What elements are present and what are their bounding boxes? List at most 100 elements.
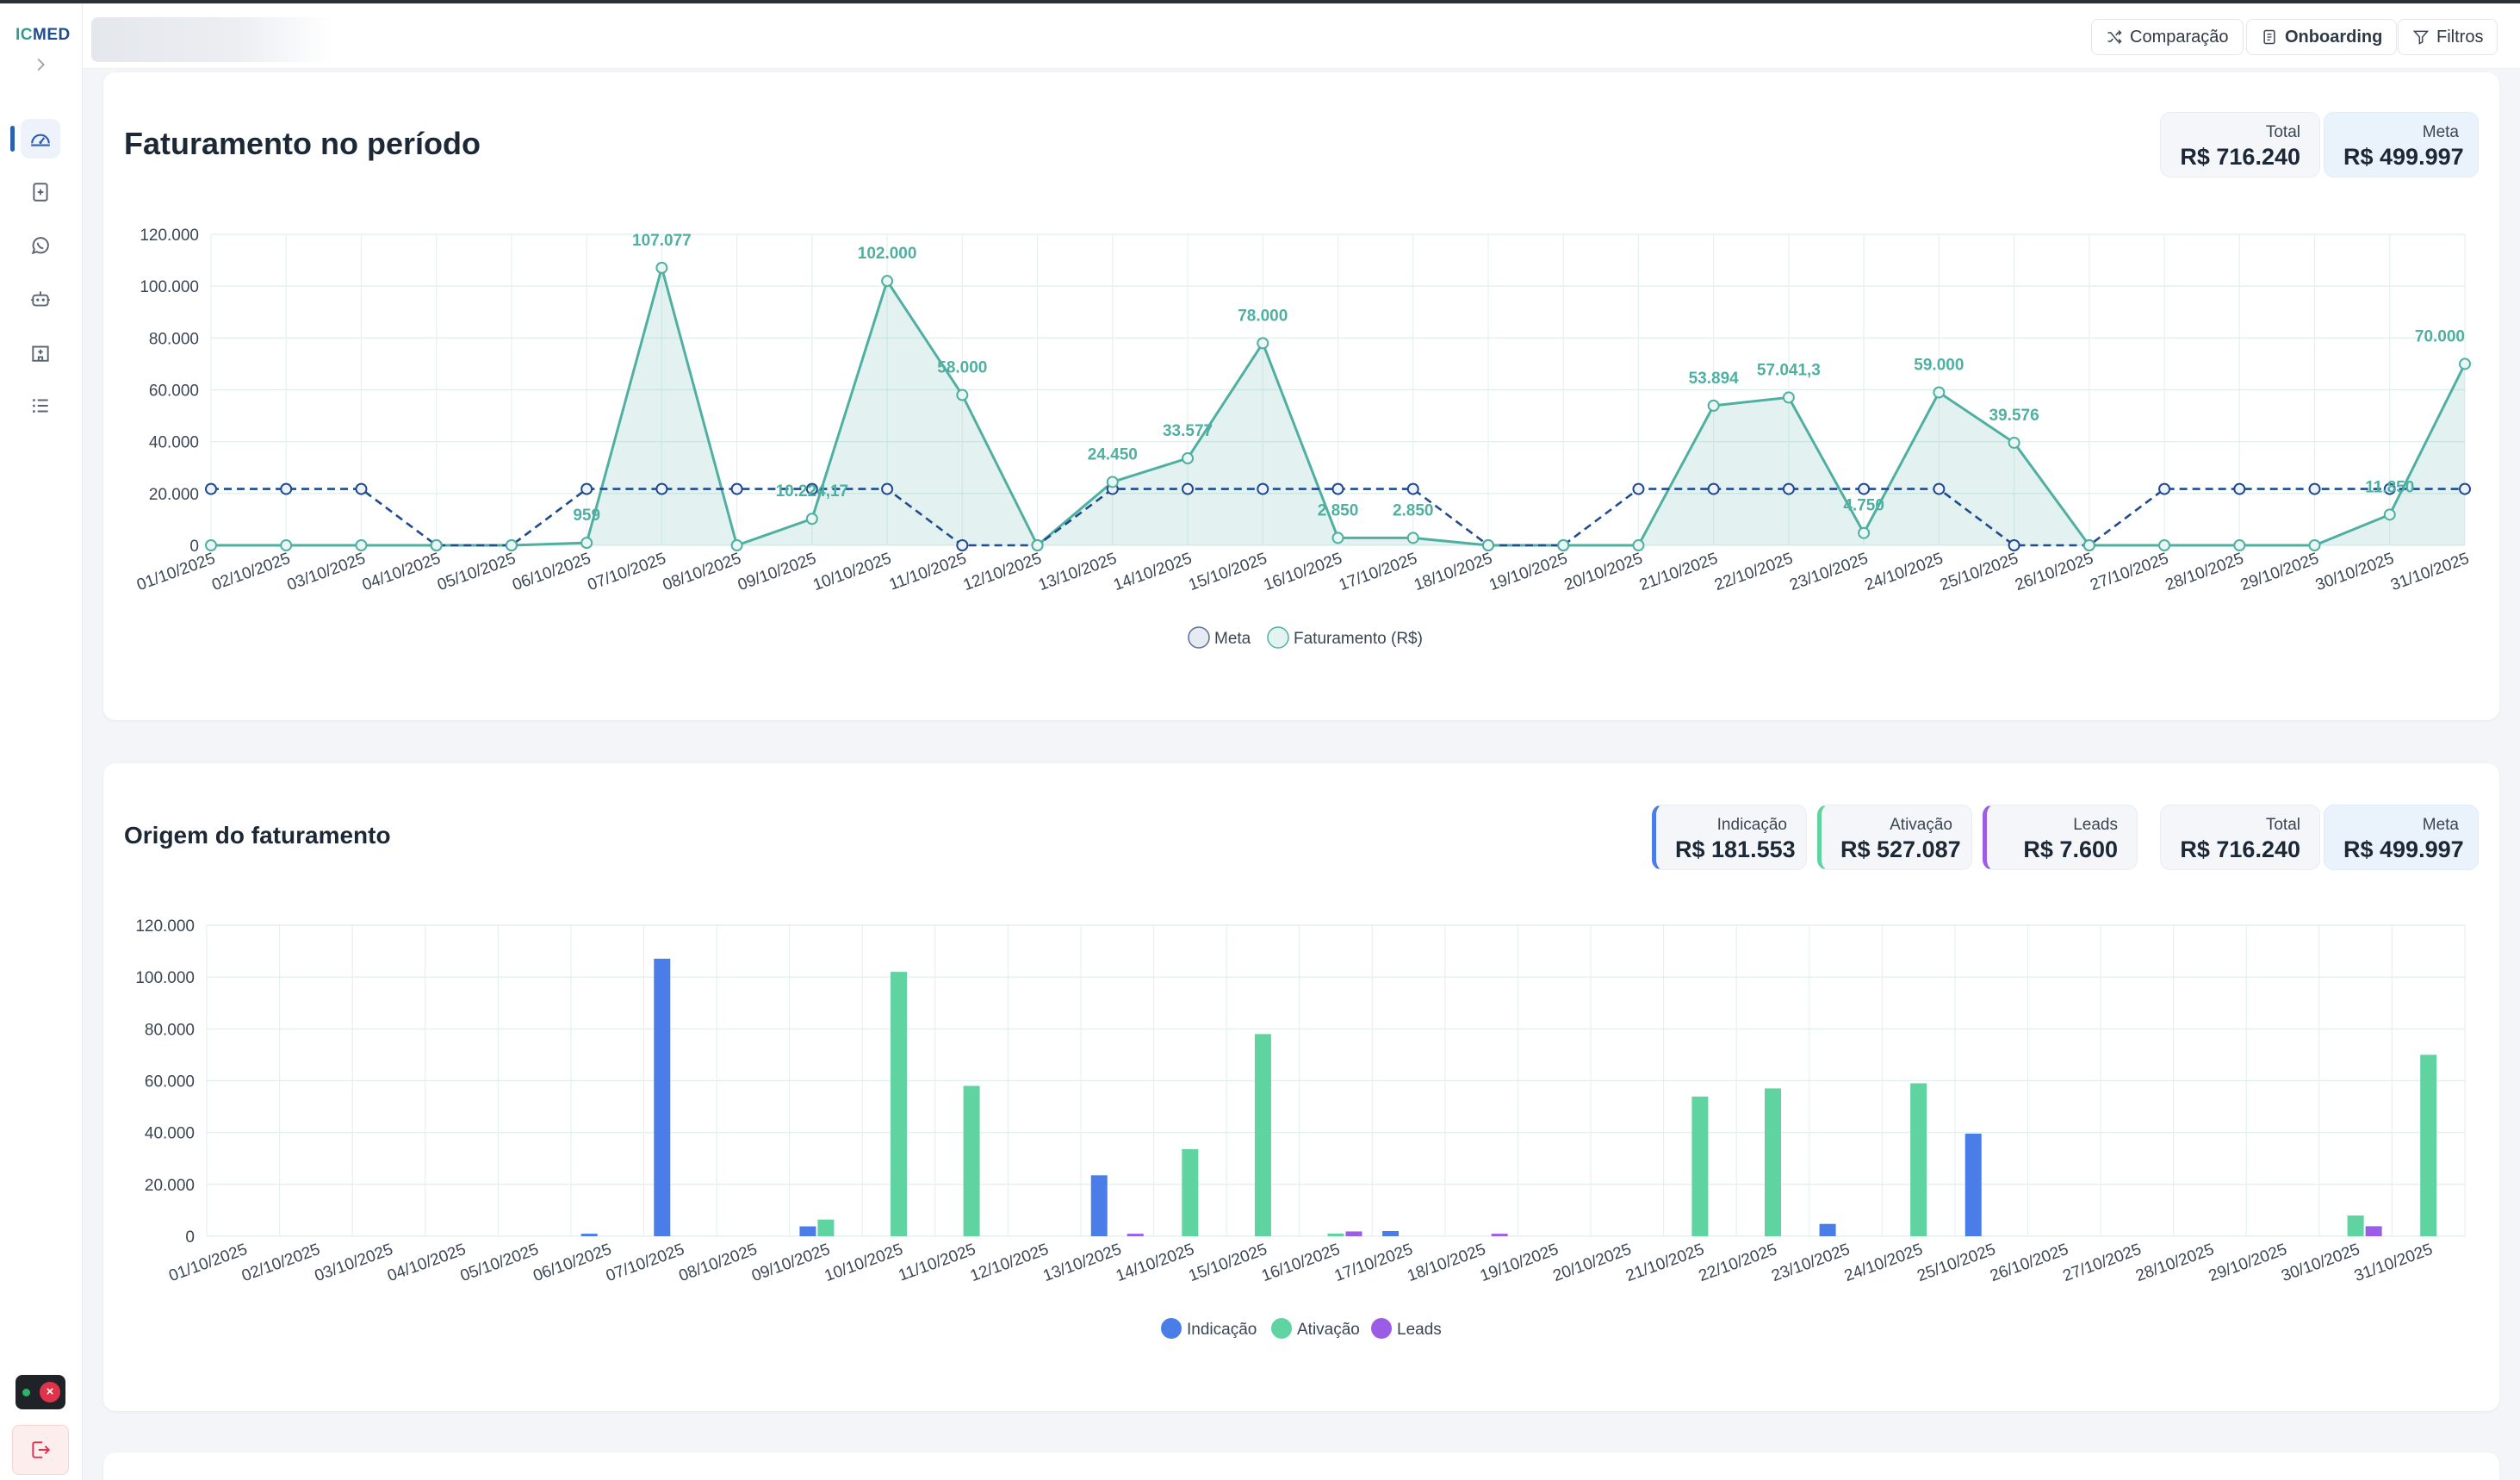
faturamento-point	[881, 275, 894, 288]
connection-status-widget[interactable]: ×	[16, 1375, 65, 1409]
faturamento-line-chart: 0 20.000 40.000 60.000 80.000 100.000 120.000 0…	[134, 227, 2472, 649]
meta-point	[956, 539, 969, 551]
x-tick-label: 01/10/2025	[166, 1241, 250, 1285]
y-tick-label: 60.000	[145, 1073, 195, 1091]
page-title: Faturamento no período	[124, 126, 481, 161]
faturamento-point	[2008, 436, 2020, 449]
legend-label: Meta	[1214, 630, 1251, 648]
logo[interactable]: ICMED	[16, 26, 71, 44]
x-tick-label: 04/10/2025	[385, 1241, 469, 1285]
bar-ativacao	[817, 1219, 835, 1236]
nav-documents[interactable]	[21, 172, 60, 212]
meta-point	[580, 482, 593, 495]
x-tick-label: 21/10/2025	[1637, 550, 1721, 594]
data-label: 107.077	[632, 232, 692, 250]
data-label: 11.850	[2365, 478, 2414, 496]
x-tick-label: 23/10/2025	[1769, 1241, 1853, 1285]
x-tick-label: 08/10/2025	[661, 550, 744, 594]
x-tick-label: 12/10/2025	[961, 550, 1045, 594]
faturamento-point	[2383, 508, 2396, 521]
faturamento-point	[580, 537, 593, 550]
bar-ativacao	[1910, 1083, 1927, 1236]
bar-ativacao	[891, 972, 908, 1236]
bar-ativacao	[963, 1085, 980, 1236]
bar-ativacao	[2347, 1215, 2364, 1236]
expand-sidebar-icon[interactable]	[31, 55, 50, 74]
x-tick-label: 15/10/2025	[1187, 1241, 1270, 1285]
faturamento-point	[1481, 539, 1494, 551]
data-label: 2.850	[1393, 501, 1434, 519]
filter-icon	[2412, 30, 2430, 45]
x-tick-label: 03/10/2025	[313, 1241, 396, 1285]
whatsapp-icon	[31, 237, 49, 255]
bar-leads	[1127, 1234, 1144, 1236]
meta-point	[655, 482, 668, 495]
faturamento-point	[2082, 539, 2095, 551]
legend-swatch	[1371, 1318, 1392, 1339]
meta-point	[2233, 482, 2246, 495]
faturamento-point	[2158, 539, 2171, 551]
bar-leads	[1345, 1231, 1362, 1236]
x-tick-label: 11/10/2025	[887, 550, 969, 594]
data-label: 78.000	[1238, 307, 1288, 325]
data-label: 4.750	[1843, 497, 1884, 515]
y-tick-label: 60.000	[149, 382, 199, 401]
faturamento-point	[1031, 539, 1044, 551]
nav-whatsapp[interactable]	[21, 226, 60, 265]
close-icon[interactable]: ×	[40, 1382, 60, 1402]
data-label: 58.000	[937, 359, 987, 377]
kpi-total: Total R$ 716.240	[2160, 805, 2320, 870]
kpi-meta: Meta R$ 499.997	[2324, 112, 2479, 177]
meta-point	[1632, 482, 1645, 495]
onboarding-button[interactable]: Onboarding	[2246, 19, 2398, 55]
faturamento-point	[1257, 337, 1269, 350]
hospital-icon	[32, 345, 49, 362]
kpi-meta: Meta R$ 499.997	[2324, 805, 2479, 870]
bar-leads	[1491, 1234, 1508, 1236]
faturamento-point	[2459, 358, 2471, 370]
meta-point	[2008, 539, 2020, 551]
x-tick-label: 22/10/2025	[1697, 1241, 1780, 1285]
filtros-button[interactable]: Filtros	[2398, 19, 2498, 55]
faturamento-point	[1557, 539, 1570, 551]
x-tick-label: 03/10/2025	[285, 550, 369, 594]
meta-point	[1331, 482, 1344, 495]
logout-button[interactable]	[12, 1425, 69, 1475]
bar-indicacao	[1964, 1133, 1982, 1236]
x-tick-label: 27/10/2025	[2061, 1241, 2144, 1285]
meta-point	[805, 482, 818, 495]
legend-label: Faturamento (R$)	[1294, 630, 1423, 648]
nav-bot[interactable]	[21, 279, 60, 319]
nav-hospital[interactable]	[21, 333, 60, 372]
y-tick-label: 20.000	[149, 486, 199, 504]
online-dot	[22, 1389, 30, 1396]
x-tick-label: 13/10/2025	[1036, 550, 1120, 594]
nav-dashboard[interactable]	[10, 119, 60, 159]
y-tick-label: 0	[189, 538, 199, 556]
legend-label: Leads	[1397, 1321, 1442, 1339]
data-label: 53.894	[1689, 370, 1740, 388]
x-tick-label: 19/10/2025	[1487, 550, 1570, 594]
x-tick-label: 30/10/2025	[2279, 1241, 2362, 1285]
x-tick-label: 05/10/2025	[458, 1241, 542, 1285]
bar-indicacao	[1090, 1175, 1108, 1236]
bar-ativacao	[1182, 1148, 1199, 1236]
comparacao-button[interactable]: Comparação	[2091, 19, 2244, 55]
x-tick-label: 18/10/2025	[1405, 1241, 1488, 1285]
bar-ativacao	[1691, 1096, 1709, 1236]
bar-ativacao	[2420, 1054, 2437, 1236]
legend-swatch	[1271, 1318, 1292, 1339]
faturamento-point	[1632, 539, 1645, 551]
meta-point	[2383, 482, 2396, 495]
data-label: 24.450	[1088, 445, 1138, 463]
faturamento-point	[1858, 526, 1871, 539]
faturamento-point	[1933, 386, 1946, 399]
faturamento-point	[430, 539, 443, 551]
x-tick-label: 28/10/2025	[2163, 550, 2246, 594]
section-title: Origem do faturamento	[124, 822, 391, 849]
data-label: 2.850	[1318, 501, 1359, 519]
nav-list[interactable]	[21, 386, 60, 426]
faturamento-point	[280, 539, 293, 551]
origem-bar-chart: 0 20.000 40.000 60.000 80.000 100.000 120.000 0…	[135, 917, 2466, 1339]
x-tick-label: 22/10/2025	[1712, 550, 1796, 594]
